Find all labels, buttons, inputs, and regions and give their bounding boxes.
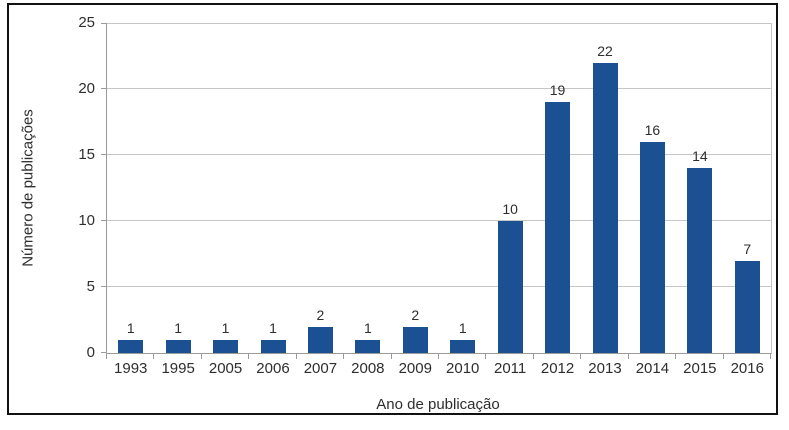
x-tick-label: 2005 — [208, 360, 243, 377]
bar-value-label: 7 — [743, 241, 752, 257]
bar-value-label: 1 — [126, 320, 135, 336]
x-axis-tick — [675, 354, 676, 359]
x-tick-label: 2016 — [730, 360, 764, 377]
bar — [592, 63, 618, 353]
bar-value-label: 1 — [174, 320, 183, 336]
x-tick-label: 1993 — [114, 360, 148, 377]
x-tick-label: 2010 — [446, 360, 480, 377]
y-axis-tick — [101, 286, 106, 287]
x-tick-label: 2008 — [351, 360, 385, 377]
bar — [118, 340, 144, 353]
x-axis-tick — [580, 354, 581, 359]
bar — [213, 340, 239, 353]
x-axis-tick — [438, 354, 439, 359]
bar — [639, 142, 665, 353]
bar-value-label: 14 — [692, 148, 708, 164]
y-tick-label: 25 — [78, 14, 95, 31]
bar-value-label: 2 — [316, 307, 325, 323]
x-tick-label: 2006 — [256, 360, 290, 377]
bar-value-label: 10 — [502, 201, 518, 217]
gridline — [107, 220, 771, 221]
y-tick-label: 15 — [78, 146, 95, 163]
y-axis-tick — [101, 154, 106, 155]
x-tick-label: 2012 — [540, 360, 575, 377]
x-axis-tick — [296, 354, 297, 359]
gridline — [107, 23, 771, 24]
x-tick-label: 2015 — [683, 360, 717, 377]
x-axis-tick — [628, 354, 629, 359]
x-tick-label: 2013 — [588, 360, 622, 377]
bar-value-label: 2 — [411, 307, 420, 323]
bar-value-label: 1 — [221, 320, 230, 336]
x-axis-tick — [533, 354, 534, 359]
bar — [165, 340, 191, 353]
x-axis-tick — [248, 354, 249, 359]
bar-value-label: 1 — [363, 320, 372, 336]
bar — [307, 327, 333, 353]
x-tick-label: 1995 — [161, 360, 195, 377]
bar — [734, 261, 760, 353]
bar-value-label: 16 — [644, 122, 661, 138]
gridline — [107, 154, 771, 155]
bar — [687, 168, 713, 353]
gridline — [107, 286, 771, 287]
bar-value-label: 19 — [549, 82, 566, 98]
x-axis-tick — [723, 354, 724, 359]
x-axis-title: Ano de publicação — [376, 396, 500, 413]
bar — [497, 221, 523, 353]
bar — [260, 340, 286, 353]
y-tick-label: 20 — [78, 80, 95, 97]
x-axis-tick — [485, 354, 486, 359]
x-tick-label: 2014 — [635, 360, 670, 377]
y-axis-tick — [101, 23, 106, 24]
y-tick-label: 5 — [86, 278, 95, 295]
y-tick-label: 10 — [78, 212, 95, 229]
x-tick-label: 2007 — [303, 360, 338, 377]
x-axis-tick — [153, 354, 154, 359]
bar — [402, 327, 428, 353]
bar — [545, 102, 571, 353]
plot-area: 1 1 1 1 2 1 2 1 10 19 22 16 14 7 — [101, 23, 772, 354]
y-axis-tick — [101, 220, 106, 221]
y-axis-tick — [101, 88, 106, 89]
y-axis-tick — [101, 352, 106, 353]
x-axis-tick — [770, 354, 771, 359]
y-axis-title: Número de publicações — [19, 109, 37, 267]
gridline — [107, 88, 771, 89]
bar-value-label: 22 — [597, 43, 613, 59]
bar — [450, 340, 476, 353]
x-tick-label: 2009 — [398, 360, 432, 377]
y-tick-label: 0 — [86, 344, 95, 361]
x-axis-tick — [343, 354, 344, 359]
bar — [355, 340, 381, 353]
x-axis-tick — [391, 354, 392, 359]
bar-value-label: 1 — [269, 320, 277, 336]
x-axis-tick — [201, 354, 202, 359]
x-tick-label: 2011 — [494, 360, 527, 377]
bar-value-label: 1 — [458, 320, 467, 336]
x-axis-tick — [106, 354, 107, 359]
